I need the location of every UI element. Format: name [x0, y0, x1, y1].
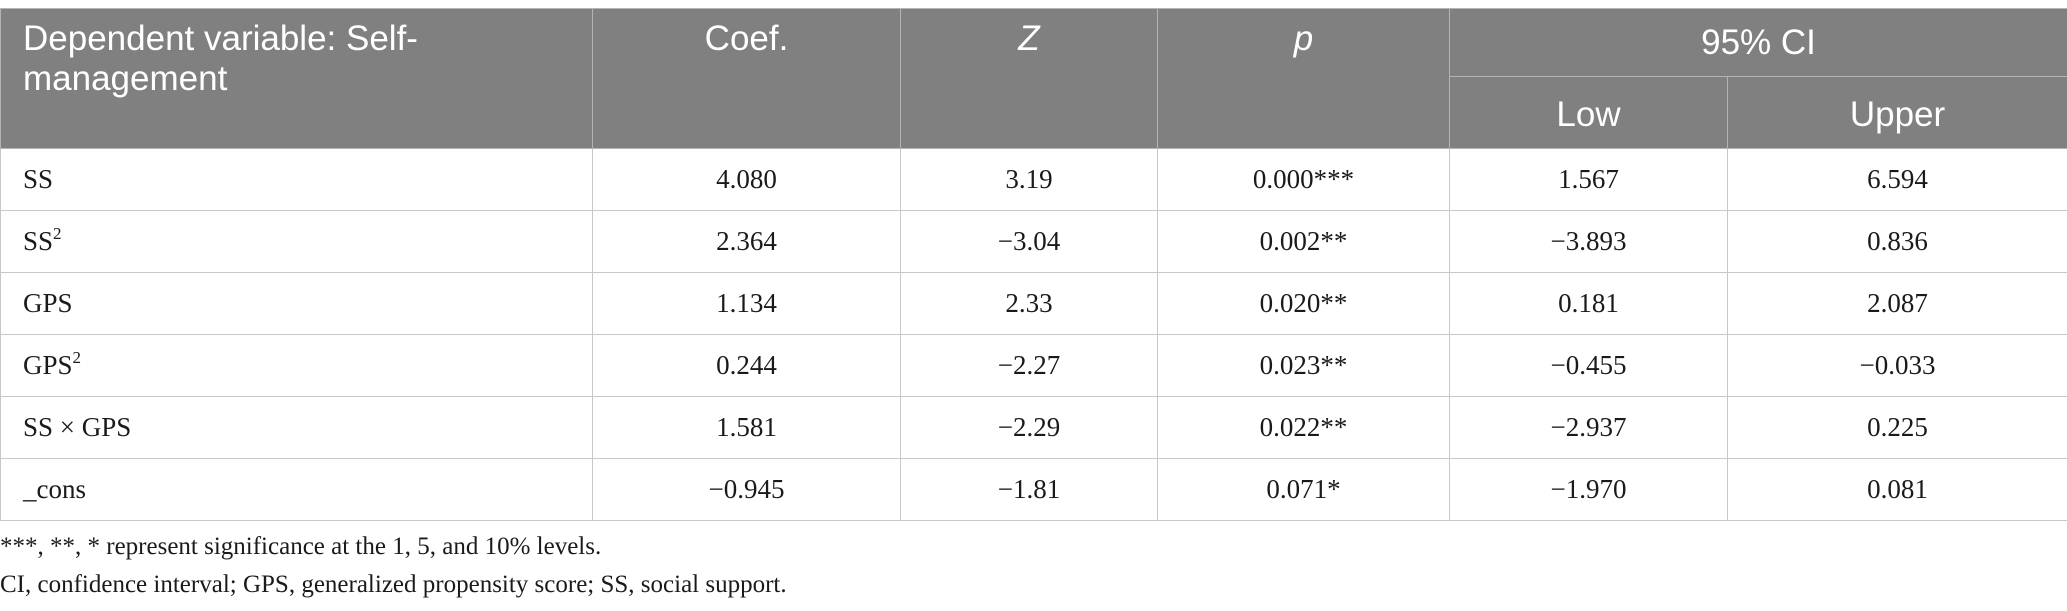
cell-z: 3.19: [900, 148, 1158, 211]
row-label: SS × GPS: [0, 396, 593, 459]
table-body: SS 4.080 3.19 0.000*** 1.567 6.594 SS2 2…: [0, 148, 2067, 521]
table-row: SS 4.080 3.19 0.000*** 1.567 6.594: [0, 148, 2067, 211]
header-row-sub: Low Upper: [1, 76, 2067, 149]
header-dependent-variable: Dependent variable: Self-management: [0, 8, 593, 149]
table-header: Dependent variable: Self-management Coef…: [0, 8, 2067, 149]
table-row: GPS 1.134 2.33 0.020** 0.181 2.087: [0, 272, 2067, 335]
cell-ci-low: −0.455: [1449, 334, 1728, 397]
cell-ci-upper: 0.225: [1727, 396, 2067, 459]
header-coef: Coef.: [592, 8, 901, 149]
cell-z: −2.27: [900, 334, 1158, 397]
cell-coef: 1.581: [592, 396, 901, 459]
cell-coef: −0.945: [592, 458, 901, 521]
cell-z: 2.33: [900, 272, 1158, 335]
header-ci-upper: Upper: [1727, 76, 2067, 149]
cell-p: 0.022**: [1157, 396, 1450, 459]
row-label: GPS: [0, 272, 593, 335]
header-row-top: Dependent variable: Self-management Coef…: [0, 8, 2067, 149]
significance-note: ***, **, * represent significance at the…: [0, 533, 602, 560]
cell-p: 0.071*: [1157, 458, 1450, 521]
cell-coef: 1.134: [592, 272, 901, 335]
cell-ci-upper: 0.836: [1727, 210, 2067, 273]
cell-z: −1.81: [900, 458, 1158, 521]
abbreviations-note: CI, confidence interval; GPS, generalize…: [0, 571, 787, 598]
row-label-text: SS: [23, 226, 54, 256]
header-ci-low: Low: [1449, 76, 1728, 149]
cell-p: 0.002**: [1157, 210, 1450, 273]
cell-ci-low: −2.937: [1449, 396, 1728, 459]
cell-p: 0.020**: [1157, 272, 1450, 335]
regression-table: Dependent variable: Self-management Coef…: [0, 8, 2067, 521]
cell-coef: 4.080: [592, 148, 901, 211]
row-label-superscript: 2: [53, 224, 62, 243]
row-label-text: GPS: [23, 288, 73, 318]
row-label-text: SS: [23, 164, 54, 194]
row-label-text: _cons: [23, 474, 86, 504]
cell-p: 0.023**: [1157, 334, 1450, 397]
cell-z: −3.04: [900, 210, 1158, 273]
row-label: SS: [0, 148, 593, 211]
cell-ci-upper: 0.081: [1727, 458, 2067, 521]
cell-ci-low: −1.970: [1449, 458, 1728, 521]
cell-ci-upper: 6.594: [1727, 148, 2067, 211]
header-z: Z: [900, 8, 1158, 149]
table-footnotes: ***, **, * represent significance at the…: [0, 528, 2067, 604]
cell-z: −2.29: [900, 396, 1158, 459]
table-row: SS × GPS 1.581 −2.29 0.022** −2.937 0.22…: [0, 396, 2067, 459]
header-p: p: [1157, 8, 1450, 149]
row-label-text: SS × GPS: [23, 412, 132, 442]
header-95-ci: 95% CI: [1449, 8, 2067, 77]
cell-coef: 0.244: [592, 334, 901, 397]
table-row: _cons −0.945 −1.81 0.071* −1.970 0.081: [0, 458, 2067, 521]
row-label-superscript: 2: [72, 348, 82, 367]
row-label: _cons: [0, 458, 593, 521]
cell-coef: 2.364: [592, 210, 901, 273]
cell-ci-upper: 2.087: [1727, 272, 2067, 335]
cell-ci-upper: −0.033: [1727, 334, 2067, 397]
table-row: SS2 2.364 −3.04 0.002** −3.893 0.836: [0, 210, 2067, 273]
cell-ci-low: 0.181: [1449, 272, 1728, 335]
cell-ci-low: 1.567: [1449, 148, 1728, 211]
row-label-text: GPS: [23, 350, 73, 380]
row-label: SS2: [0, 210, 593, 273]
row-label: GPS2: [0, 334, 593, 397]
cell-ci-low: −3.893: [1449, 210, 1728, 273]
table-row: GPS2 0.244 −2.27 0.023** −0.455 −0.033: [0, 334, 2067, 397]
cell-p: 0.000***: [1157, 148, 1450, 211]
